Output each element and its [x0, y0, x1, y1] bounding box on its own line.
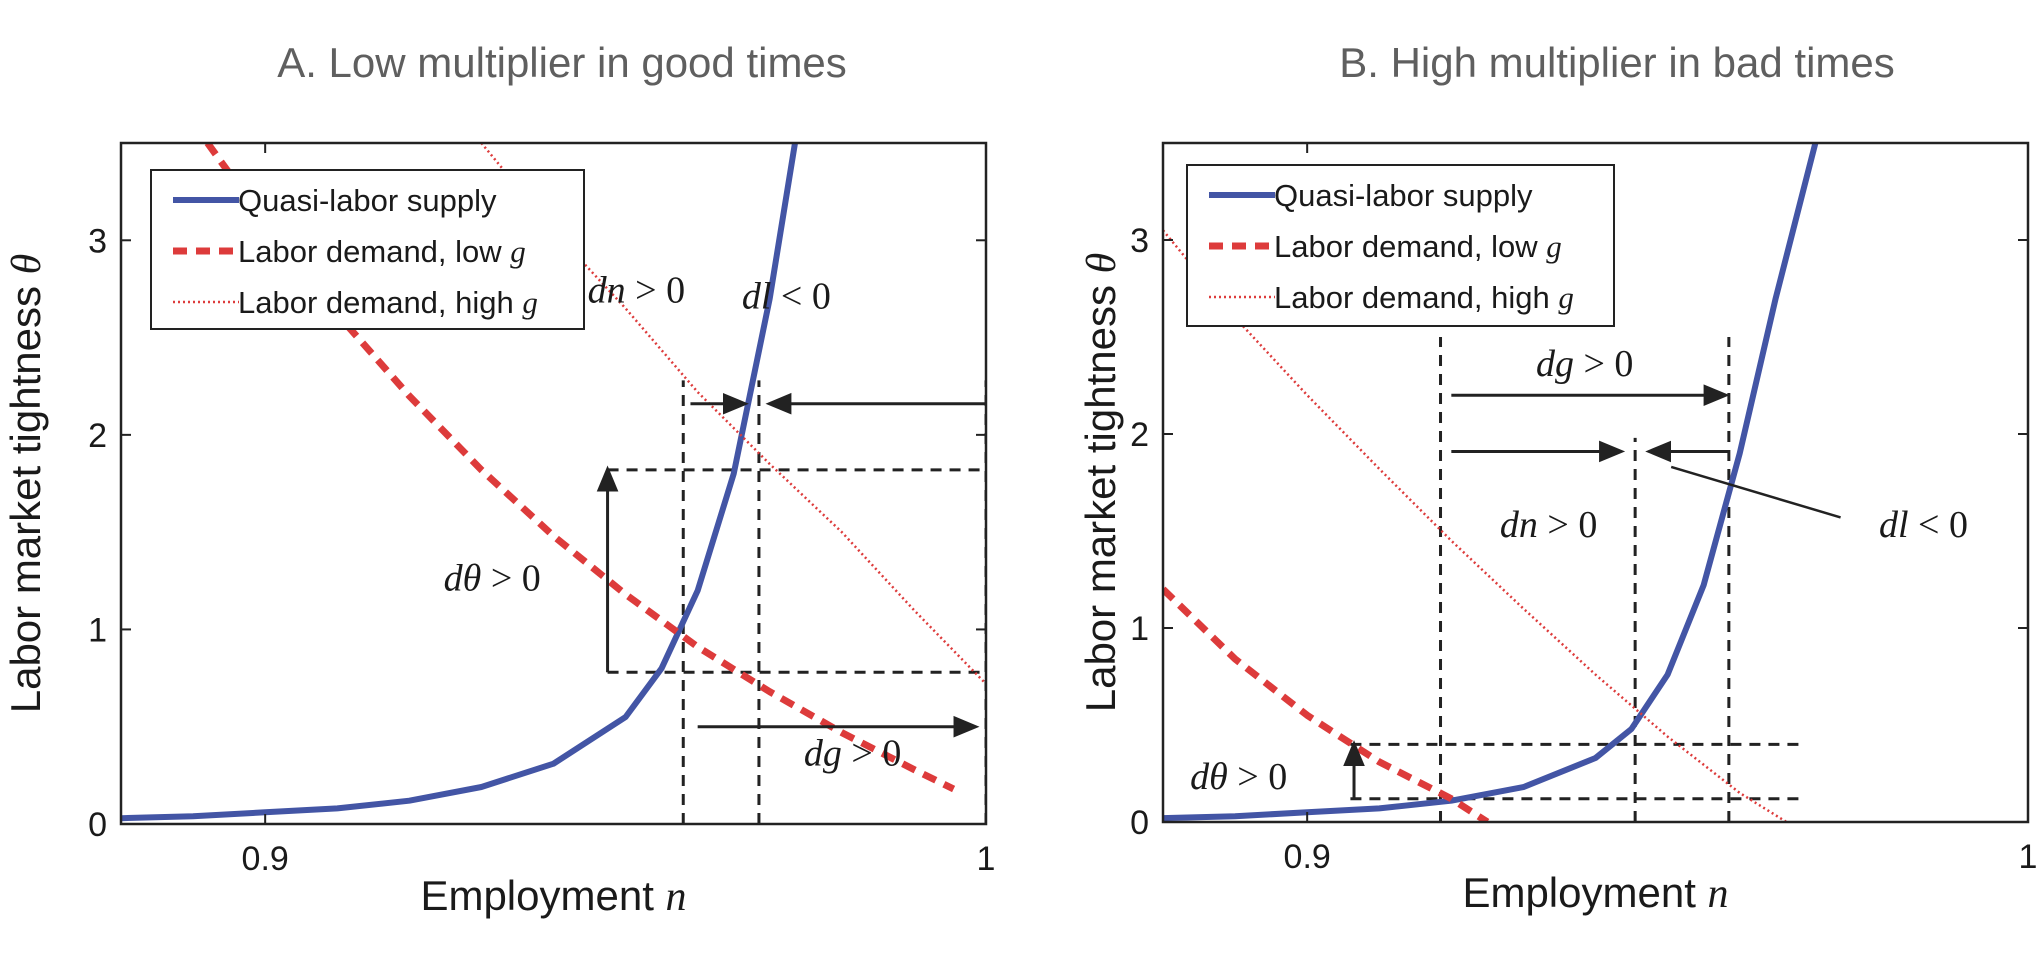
legend-entry-var: g — [522, 285, 538, 320]
x-axis-label-text: Employment — [1462, 869, 1707, 916]
annotation-label: dg > 0 — [804, 733, 901, 775]
annotation-label: dθ > 0 — [1190, 756, 1287, 798]
legend-entry-text: Labor demand, low — [238, 234, 510, 269]
legend-entry-text: Labor demand, high — [1274, 280, 1558, 315]
x-axis-label-var: n — [666, 874, 687, 920]
supply-curve — [121, 143, 798, 822]
legend-entry-text: Quasi-labor supply — [238, 183, 497, 218]
y-axis-label: Labor market tightness θ — [2, 254, 50, 714]
guide-lines — [1350, 337, 1805, 822]
annotation-relation: > 0 — [626, 270, 685, 312]
chart-title: B. High multiplier in bad times — [1339, 39, 1895, 86]
legend-entry-var: g — [1546, 229, 1562, 264]
y-axis-label-var: θ — [4, 254, 50, 275]
legend-entry: Labor demand, high g — [238, 285, 538, 320]
annotation-var: dθ — [1190, 756, 1228, 798]
pointer-line — [1670, 465, 1841, 519]
annotation-label: dl < 0 — [1879, 504, 1968, 546]
legend-entry-text: Quasi-labor supply — [1274, 178, 1533, 213]
annotation-relation: > 0 — [1538, 504, 1597, 546]
x-axis-label-text: Employment — [420, 872, 665, 919]
x-axis-label-var: n — [1708, 871, 1729, 917]
annotation-relation: > 0 — [1574, 343, 1633, 385]
x-tick-label: 1 — [2019, 838, 2038, 876]
legend-entry: Labor demand, low g — [1274, 229, 1562, 264]
y-tick-label: 0 — [1130, 804, 1149, 842]
annotation-label: dn > 0 — [1500, 504, 1597, 546]
y-tick-label: 1 — [88, 611, 107, 649]
x-tick-label: 0.9 — [1284, 838, 1331, 876]
annotation-var: dl — [1879, 504, 1909, 546]
annotation-var: dl — [742, 275, 772, 317]
annotation-relation: > 0 — [842, 733, 901, 775]
legend-entry: Quasi-labor supply — [1274, 178, 1533, 213]
y-tick-label: 0 — [88, 806, 107, 844]
demand-high-curve — [1163, 229, 1788, 822]
x-tick-label: 1 — [977, 840, 996, 878]
y-axis-label-text: Labor market tightness — [1077, 273, 1124, 712]
x-tick-label: 0.9 — [242, 840, 289, 878]
annotation-var: dθ — [444, 558, 482, 600]
annotation-relation: < 0 — [771, 275, 830, 317]
annotation-label: dθ > 0 — [444, 558, 541, 600]
chart-title: A. Low multiplier in good times — [277, 39, 847, 86]
annotation-relation: > 0 — [481, 558, 540, 600]
legend-entry: Labor demand, high g — [1274, 280, 1574, 315]
annotation-var: dn — [588, 270, 626, 312]
annotation-relation: > 0 — [1228, 756, 1287, 798]
annotation-var: dn — [1500, 504, 1538, 546]
legend-entry-var: g — [510, 234, 526, 269]
y-axis-label-var: θ — [1079, 253, 1125, 274]
annotation-label: dn > 0 — [588, 270, 685, 312]
y-tick-label: 2 — [88, 417, 107, 455]
annotation-var: dg — [1536, 343, 1574, 385]
y-tick-label: 1 — [1130, 610, 1149, 648]
annotation-var: dg — [804, 733, 842, 775]
annotation-relation: < 0 — [1909, 504, 1968, 546]
legend-entry-text: Labor demand, low — [1274, 229, 1546, 264]
plot-frame — [119, 141, 988, 826]
x-axis-label: Employment n — [1462, 869, 1728, 917]
plot-frame — [1161, 141, 2030, 824]
demand-low-curve — [1163, 586, 1490, 822]
annotation-label: dg > 0 — [1536, 343, 1633, 385]
x-axis-label: Employment n — [420, 872, 686, 920]
legend-entry: Labor demand, low g — [238, 234, 526, 269]
legend-entry-var: g — [1558, 280, 1574, 315]
legend-entry: Quasi-labor supply — [238, 183, 497, 218]
legend-entry-text: Labor demand, high — [238, 285, 522, 320]
y-tick-label: 3 — [88, 222, 107, 260]
y-tick-label: 2 — [1130, 416, 1149, 454]
y-axis-label: Labor market tightness θ — [1077, 253, 1125, 713]
y-axis-label-text: Labor market tightness — [2, 274, 49, 713]
y-tick-label: 3 — [1130, 222, 1149, 260]
annotation-label: dl < 0 — [742, 275, 831, 317]
guide-lines — [607, 380, 986, 824]
